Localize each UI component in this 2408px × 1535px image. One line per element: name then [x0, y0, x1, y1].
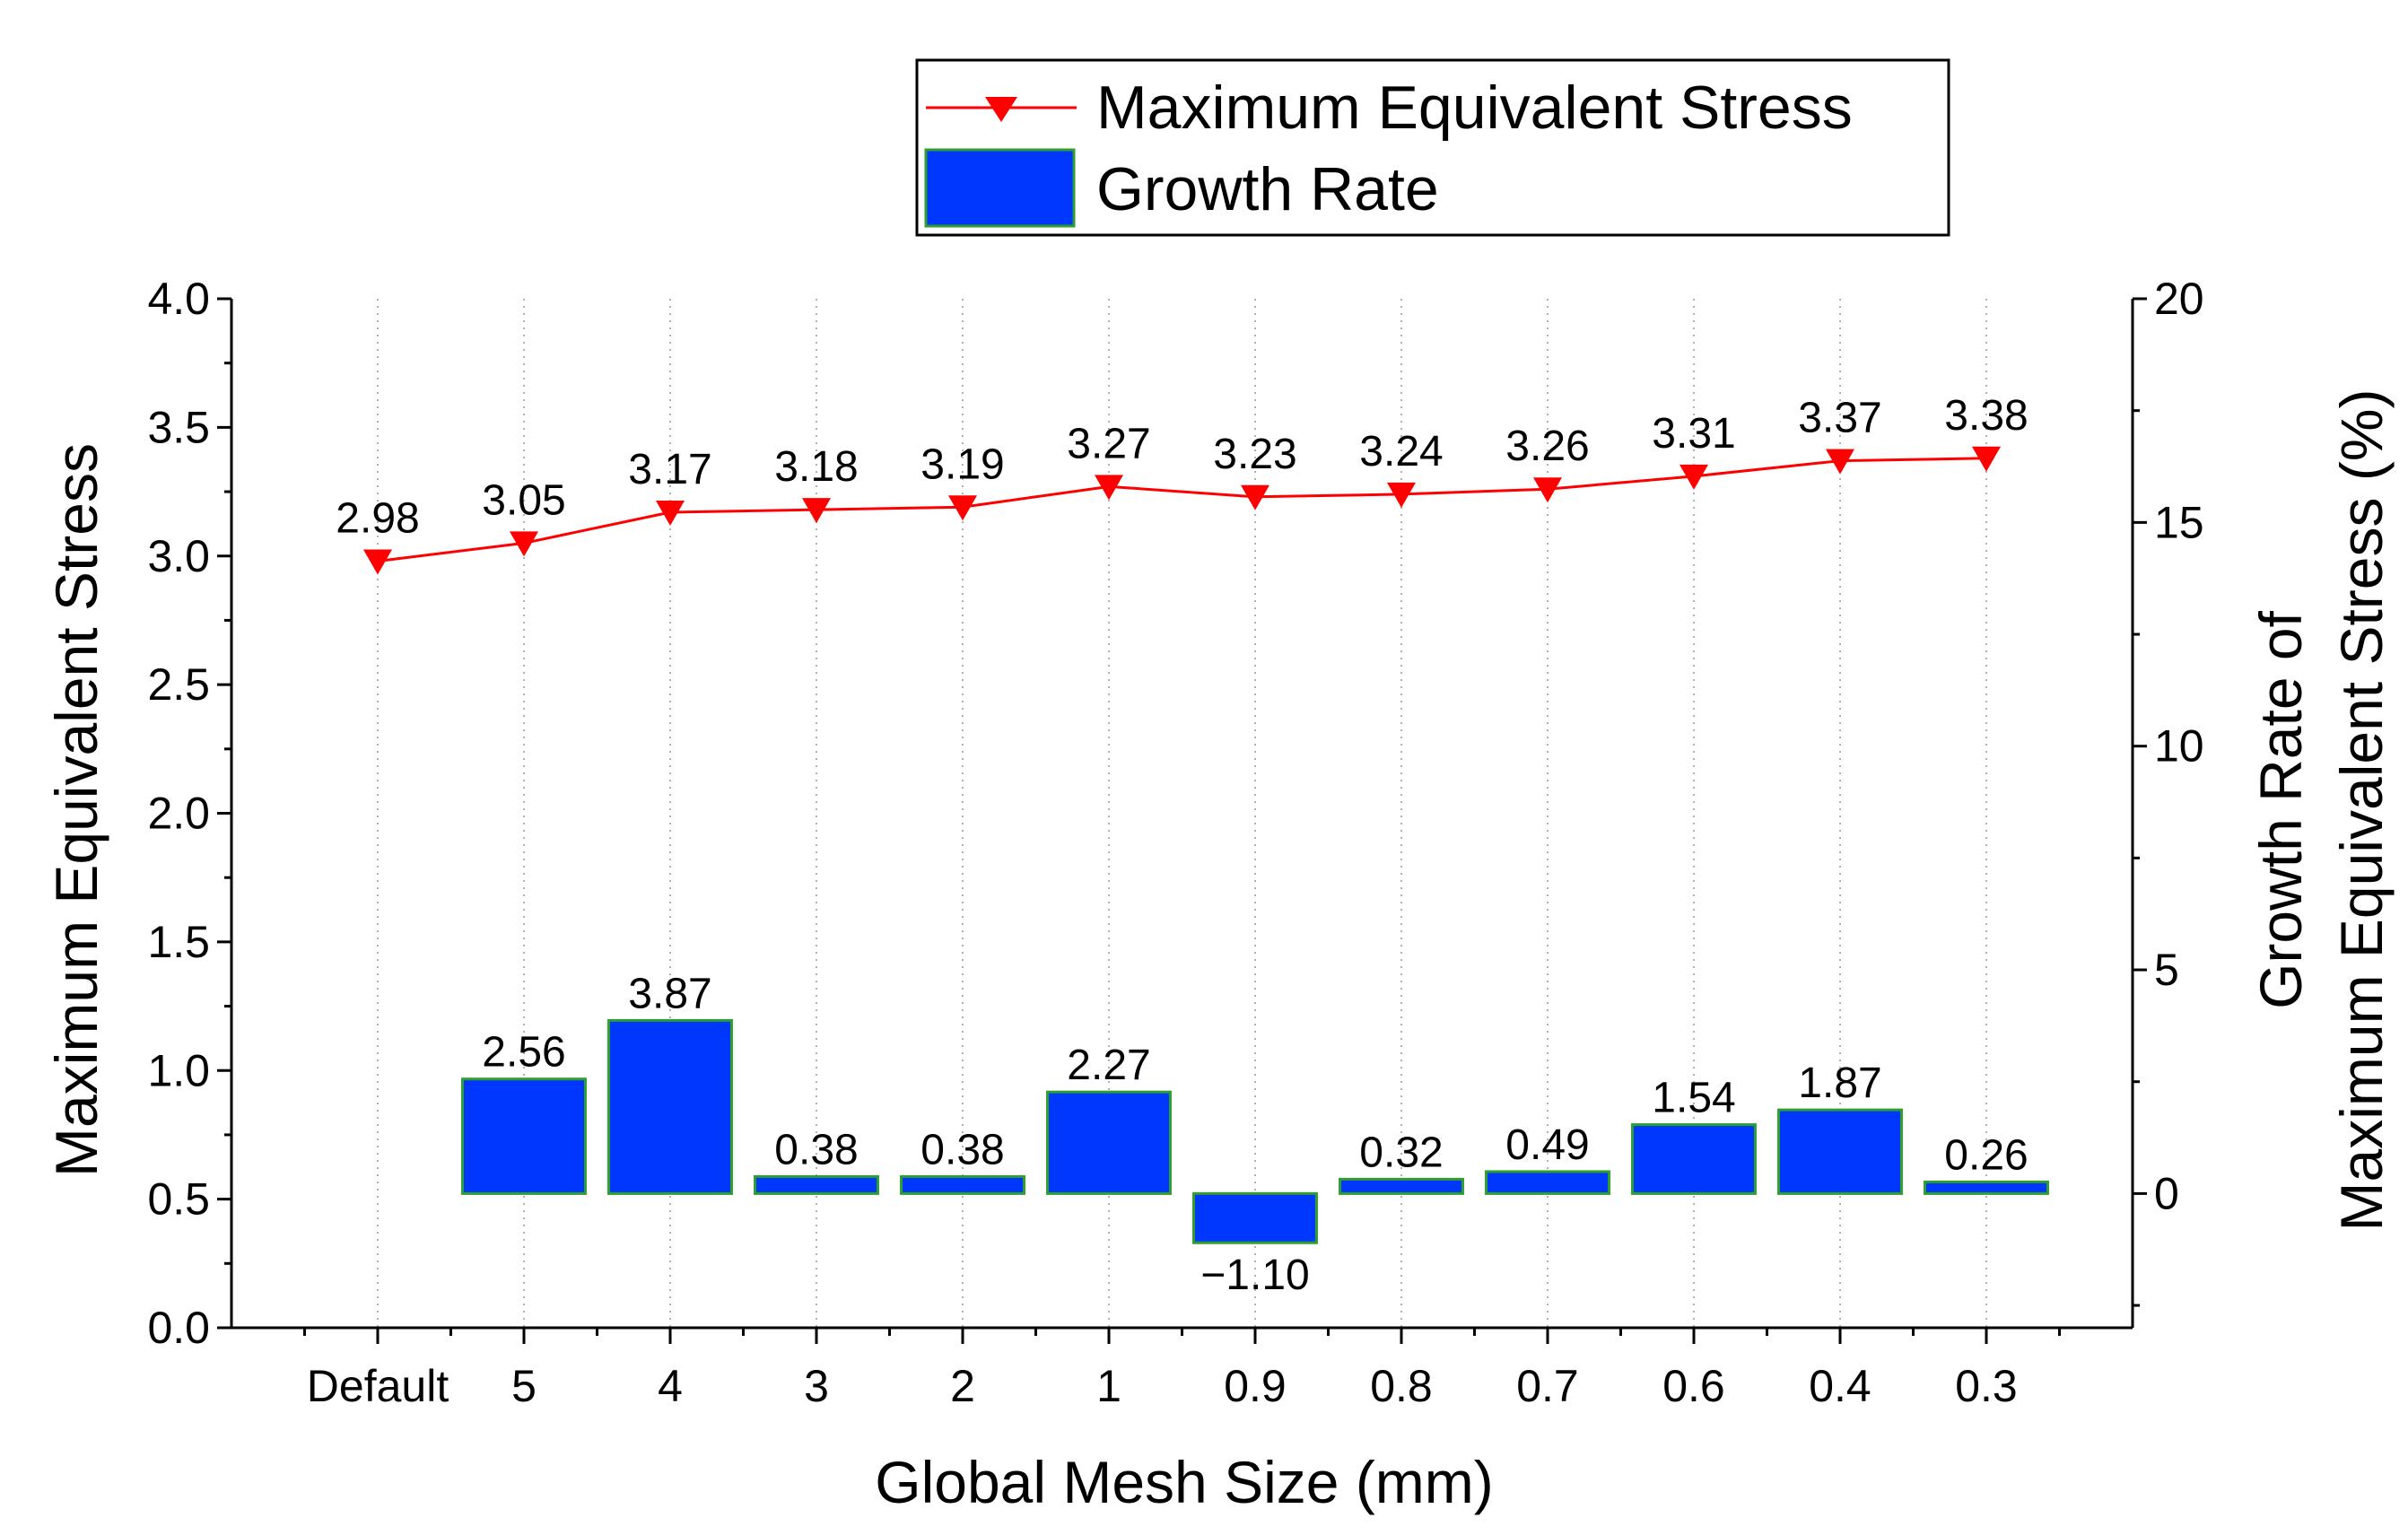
x-tick-label: 0.3	[1955, 1361, 2018, 1411]
growth-rate-bar	[607, 1018, 733, 1195]
stress-value-label: 2.98	[336, 494, 419, 542]
stress-value-label: 3.26	[1505, 423, 1589, 470]
growth-rate-label: −1.10	[1200, 1252, 1309, 1299]
stress-value-label: 3.18	[774, 443, 858, 491]
growth-rate-label: 2.56	[482, 1029, 565, 1077]
stress-marker	[1679, 464, 1708, 490]
legend: Maximum Equivalent Stress Growth Rate	[915, 58, 1950, 237]
stress-value-label: 3.17	[628, 446, 711, 493]
stress-value-label: 3.37	[1798, 395, 1881, 442]
stress-value-label: 3.38	[1944, 392, 2028, 440]
x-tick-label: 1	[1096, 1361, 1121, 1411]
growth-rate-bar	[754, 1174, 879, 1195]
growth-rate-bar	[1339, 1177, 1464, 1195]
growth-rate-label: 0.49	[1505, 1121, 1589, 1169]
growth-rate-label: 2.27	[1067, 1042, 1150, 1089]
x-tick-label: 3	[804, 1361, 829, 1411]
growth-rate-label: 0.32	[1359, 1129, 1443, 1176]
growth-rate-label: 0.38	[774, 1126, 858, 1173]
growth-rate-bar	[461, 1077, 587, 1195]
stress-marker	[948, 495, 977, 521]
stress-marker	[1972, 446, 2001, 472]
stress-value-label: 3.05	[482, 476, 565, 524]
stress-line-series	[363, 446, 2001, 575]
y-axis-right-title-line1: Growth Rate of	[2247, 610, 2314, 1009]
y-left-tick-label: 0.0	[147, 1303, 210, 1353]
stress-marker	[1095, 475, 1123, 501]
growth-rate-bar	[1046, 1090, 1172, 1195]
stress-marker	[656, 501, 685, 527]
growth-rate-bar	[1777, 1108, 1903, 1195]
legend-frame	[915, 58, 1950, 237]
axes: 0.00.51.01.52.02.53.03.54.005101520Defau…	[147, 274, 2203, 1411]
growth-rate-label: 0.26	[1944, 1131, 2028, 1179]
growth-rate-bar	[1192, 1191, 1318, 1244]
stress-marker	[802, 498, 831, 524]
stress-value-label: 3.19	[920, 440, 1004, 488]
x-tick-label: 2	[950, 1361, 975, 1411]
stress-marker	[1826, 449, 1854, 475]
x-tick-label: 0.4	[1809, 1361, 1871, 1411]
y-left-tick-label: 3.5	[147, 402, 210, 452]
x-tick-label: 5	[511, 1361, 537, 1411]
y-right-tick-label: 0	[2154, 1168, 2179, 1218]
stress-value-label: 3.23	[1213, 431, 1296, 478]
growth-rate-label: 1.54	[1652, 1075, 1735, 1122]
y-left-tick-label: 0.5	[147, 1174, 210, 1225]
stress-marker	[363, 549, 392, 575]
y-right-tick-label: 20	[2154, 274, 2204, 324]
x-tick-label: 0.7	[1516, 1361, 1579, 1411]
y-left-tick-label: 4.0	[147, 274, 210, 324]
y-left-tick-label: 1.5	[147, 917, 210, 967]
growth-rate-bar	[1924, 1180, 2049, 1195]
x-tick-label: 0.9	[1224, 1361, 1287, 1411]
y-right-tick-label: 10	[2154, 721, 2204, 772]
legend-growth-label: Growth Rate	[1096, 155, 1439, 223]
growth-rate-label: 0.38	[920, 1126, 1004, 1173]
y-axis-right-title-line2: Maximum Equivalent Stress (%)	[2328, 389, 2395, 1232]
stress-marker	[1533, 477, 1562, 503]
y-left-tick-label: 2.0	[147, 789, 210, 839]
growth-rate-bar	[1631, 1123, 1757, 1195]
legend-stress-label: Maximum Equivalent Stress	[1096, 74, 1853, 142]
stress-value-label: 3.24	[1359, 428, 1443, 475]
stress-value-label: 3.31	[1652, 410, 1735, 458]
growth-rate-bars	[461, 1018, 2049, 1244]
y-left-tick-label: 3.0	[147, 531, 210, 581]
x-tick-label: 0.8	[1370, 1361, 1433, 1411]
stress-marker	[1241, 484, 1269, 510]
data-labels: 2.56 3.87 0.38 0.38 2.27 −1.10 0.32 0.49 1.54 1.8…	[336, 392, 2028, 1299]
y-axis-left-title: Maximum Equivalent Stress	[43, 443, 109, 1177]
growth-rate-bar	[1485, 1170, 1610, 1195]
y-right-tick-label: 5	[2154, 945, 2179, 995]
growth-rate-label: 3.87	[628, 970, 711, 1017]
stress-marker	[510, 531, 538, 557]
x-tick-label: Default	[307, 1361, 449, 1411]
growth-rate-bar	[900, 1174, 1025, 1195]
growth-rate-label: 1.87	[1798, 1060, 1881, 1107]
y-right-tick-label: 15	[2154, 497, 2204, 547]
stress-line	[377, 457, 1987, 563]
legend-bar-swatch	[924, 148, 1076, 228]
y-left-tick-label: 1.0	[147, 1045, 210, 1095]
x-tick-label: 0.6	[1662, 1361, 1725, 1411]
legend-stress-marker	[985, 97, 1017, 122]
stress-marker	[1387, 482, 1416, 508]
x-axis-title: Global Mesh Size (mm)	[875, 1449, 1494, 1515]
stress-value-label: 3.27	[1067, 420, 1150, 467]
y-left-tick-label: 2.5	[147, 659, 210, 710]
x-tick-label: 4	[658, 1361, 683, 1411]
